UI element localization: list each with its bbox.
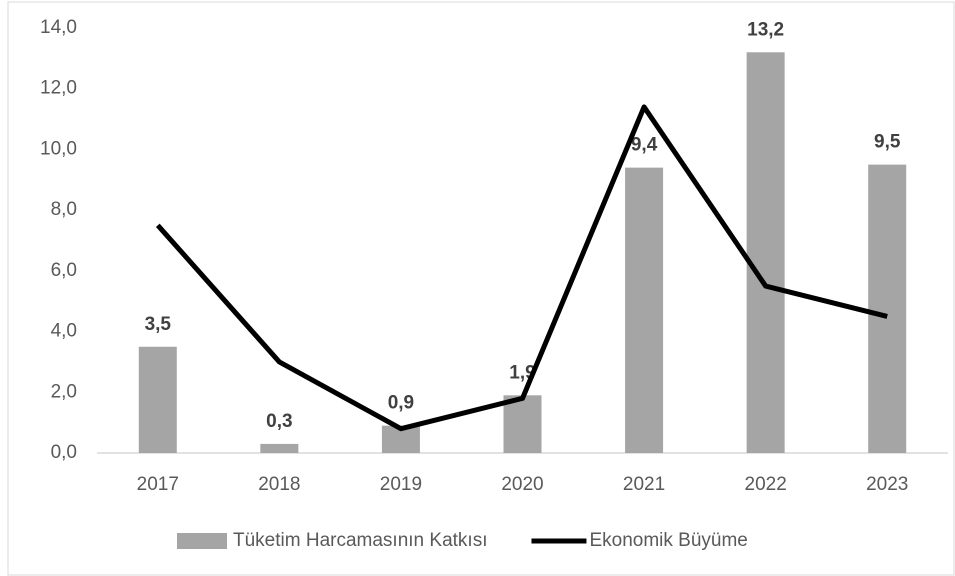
- value-label: 13,2: [747, 19, 784, 40]
- bar: [260, 443, 299, 453]
- x-tick-label: 2023: [866, 474, 908, 495]
- y-tick-label: 8,0: [51, 199, 77, 220]
- bar: [138, 346, 177, 453]
- x-tick-label: 2022: [745, 474, 787, 495]
- y-tick-label: 2,0: [51, 381, 77, 402]
- y-tick-label: 0,0: [51, 442, 77, 463]
- legend-label: Tüketim Harcamasının Katkısı: [233, 530, 487, 551]
- y-tick-label: 10,0: [40, 138, 77, 159]
- value-label: 0,9: [388, 393, 414, 414]
- x-tick-label: 2018: [258, 474, 300, 495]
- x-tick-label: 2020: [501, 474, 543, 495]
- x-tick-label: 2021: [623, 474, 665, 495]
- bar: [746, 52, 785, 454]
- y-tick-label: 14,0: [40, 17, 77, 38]
- legend-label: Ekonomik Büyüme: [589, 530, 747, 551]
- legend-swatch: [177, 533, 227, 549]
- line: [155, 104, 888, 432]
- x-tick-label: 2017: [137, 474, 179, 495]
- bar: [625, 167, 664, 453]
- chart-border: [7, 1, 955, 576]
- bar: [503, 395, 542, 453]
- y-tick-label: 12,0: [40, 78, 77, 99]
- bar: [868, 164, 907, 453]
- y-tick-label: 4,0: [51, 321, 77, 342]
- value-label: 9,4: [631, 135, 658, 156]
- value-label: 0,3: [266, 411, 292, 432]
- value-label: 3,5: [145, 314, 172, 335]
- y-tick-label: 6,0: [51, 260, 77, 281]
- x-tick-label: 2019: [380, 474, 422, 495]
- value-label: 9,5: [874, 132, 901, 153]
